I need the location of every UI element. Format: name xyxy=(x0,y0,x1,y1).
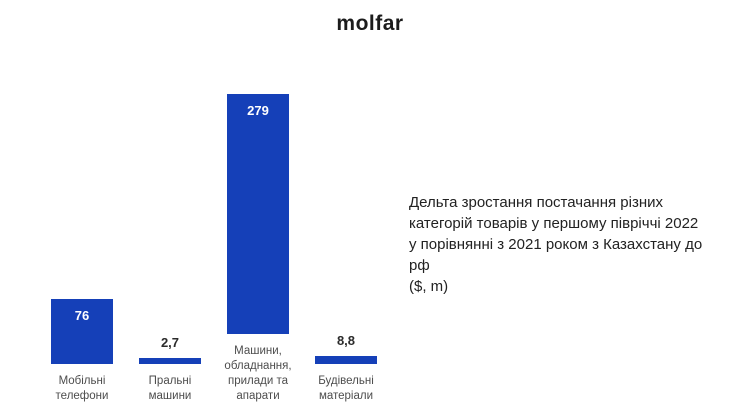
bar-area: 8,8 xyxy=(302,90,390,364)
chart-caption: Дельта зростання постачання різних катег… xyxy=(409,194,703,295)
bar-column: 76 Мобільні телефони xyxy=(38,90,126,404)
category-label: Машини, обладнання, прилади та апарати xyxy=(224,345,292,402)
bar-value-label: 76 xyxy=(74,308,90,323)
bar-area: 76 xyxy=(38,90,126,364)
bar-column: 8,8 Будівельні матеріали xyxy=(302,90,390,404)
bar-chart: 76 Мобільні телефони 2,7 Пральні машини … xyxy=(38,60,398,404)
category-label: Пральні машини xyxy=(148,375,192,402)
bar-value-label: 2,7 xyxy=(160,335,180,350)
bar-column: 279 Машини, обладнання, прилади та апара… xyxy=(214,60,302,404)
bar xyxy=(139,358,201,364)
bar-value-label: 8,8 xyxy=(336,333,356,348)
bar: 279 xyxy=(227,94,289,334)
bar xyxy=(315,356,377,364)
category-label: Мобільні телефони xyxy=(55,375,109,402)
bar-column: 2,7 Пральні машини xyxy=(126,90,214,404)
category-label: Будівельні матеріали xyxy=(318,375,374,402)
bar-area: 279 xyxy=(214,60,302,334)
bar-area: 2,7 xyxy=(126,90,214,364)
chart-bars: 76 Мобільні телефони 2,7 Пральні машини … xyxy=(38,60,398,404)
bar: 76 xyxy=(51,299,113,364)
bar-value-label: 279 xyxy=(247,103,269,118)
brand-logo: molfar xyxy=(336,12,404,35)
